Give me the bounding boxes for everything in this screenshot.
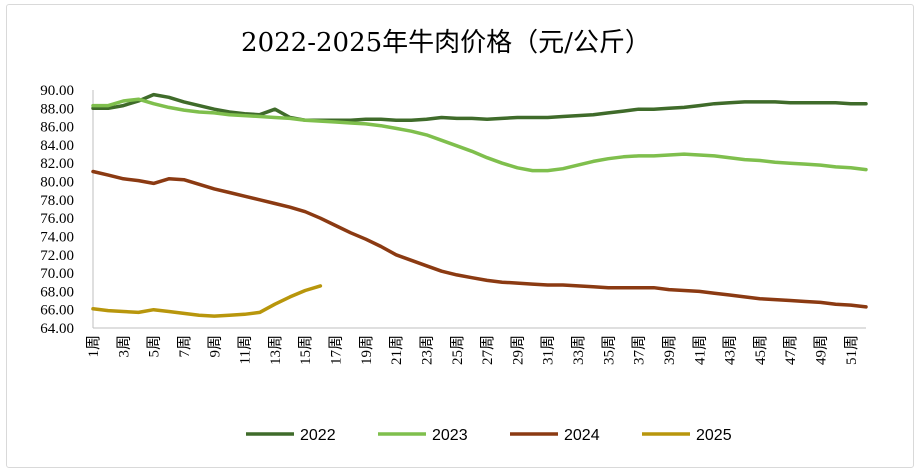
x-tick-label: 47周: [782, 335, 799, 365]
chart-title: 2022-2025年牛肉价格（元/公斤）: [241, 28, 651, 58]
x-tick-label: 45周: [752, 335, 769, 365]
y-axis: 64.00 66.00 68.00 70.00 72.00 74.00 76.00 78.00…: [40, 83, 94, 337]
y-tick-label: 76.00: [40, 211, 74, 227]
x-tick-label: 35周: [600, 335, 617, 365]
x-tick-label: 51周: [843, 335, 860, 365]
legend-label-2023: 2023: [432, 427, 468, 444]
y-tick-label: 90.00: [40, 83, 74, 99]
x-tick-label: 3周: [115, 335, 132, 358]
y-tick-label: 82.00: [40, 156, 74, 172]
x-tick-label: 23周: [418, 335, 435, 365]
y-tick-label: 72.00: [40, 248, 74, 264]
x-tick-label: 5周: [146, 335, 163, 358]
y-tick-label: 86.00: [40, 120, 74, 136]
x-tick-label: 33周: [570, 335, 587, 365]
series-lines: [91, 92, 868, 318]
series-line-2022: [91, 92, 868, 122]
x-tick-label: 19周: [358, 335, 375, 365]
x-tick-label: 31周: [540, 335, 557, 365]
x-tick-label: 15周: [297, 335, 314, 365]
chart-frame: [6, 4, 914, 468]
legend-label-2022: 2022: [300, 427, 336, 444]
y-tick-label: 74.00: [40, 229, 74, 245]
series-line-2025: [91, 284, 323, 318]
x-tick-label: 17周: [328, 335, 345, 365]
x-tick-label: 13周: [267, 335, 284, 365]
x-tick-label: 11周: [237, 335, 254, 364]
series-line-2023: [91, 97, 868, 173]
x-tick-label: 21周: [388, 335, 405, 365]
y-tick-label: 68.00: [40, 284, 74, 300]
y-tick-label: 66.00: [40, 303, 74, 319]
x-tick-label: 29周: [509, 335, 526, 365]
legend-label-2025: 2025: [696, 427, 732, 444]
x-tick-label: 49周: [813, 335, 830, 365]
x-tick-label: 1周: [85, 335, 102, 358]
x-tick-label: 39周: [661, 335, 678, 365]
x-tick-label: 7周: [176, 335, 193, 358]
x-tick-label: 9周: [206, 335, 223, 358]
x-tick-label: 25周: [449, 335, 466, 365]
y-tick-label: 78.00: [40, 193, 74, 209]
x-tick-label: 43周: [722, 335, 739, 365]
y-tick-label: 80.00: [40, 175, 74, 191]
x-tick-label: 37周: [631, 335, 648, 365]
x-tick-label: 41周: [691, 335, 708, 365]
series-line-2024: [91, 169, 868, 309]
y-tick-label: 64.00: [40, 321, 74, 337]
x-tick-label: 27周: [479, 335, 496, 365]
y-tick-label: 70.00: [40, 266, 74, 282]
x-axis: 1周 3周 5周 7周 9周 11周 13周 15周 17周 19周 21周 23周 25周 27周 29周…: [85, 327, 866, 365]
y-tick-label: 84.00: [40, 138, 74, 154]
y-tick-label: 88.00: [40, 101, 74, 117]
legend: 2022 2023 2024 2025: [246, 427, 732, 444]
legend-label-2024: 2024: [564, 427, 600, 444]
